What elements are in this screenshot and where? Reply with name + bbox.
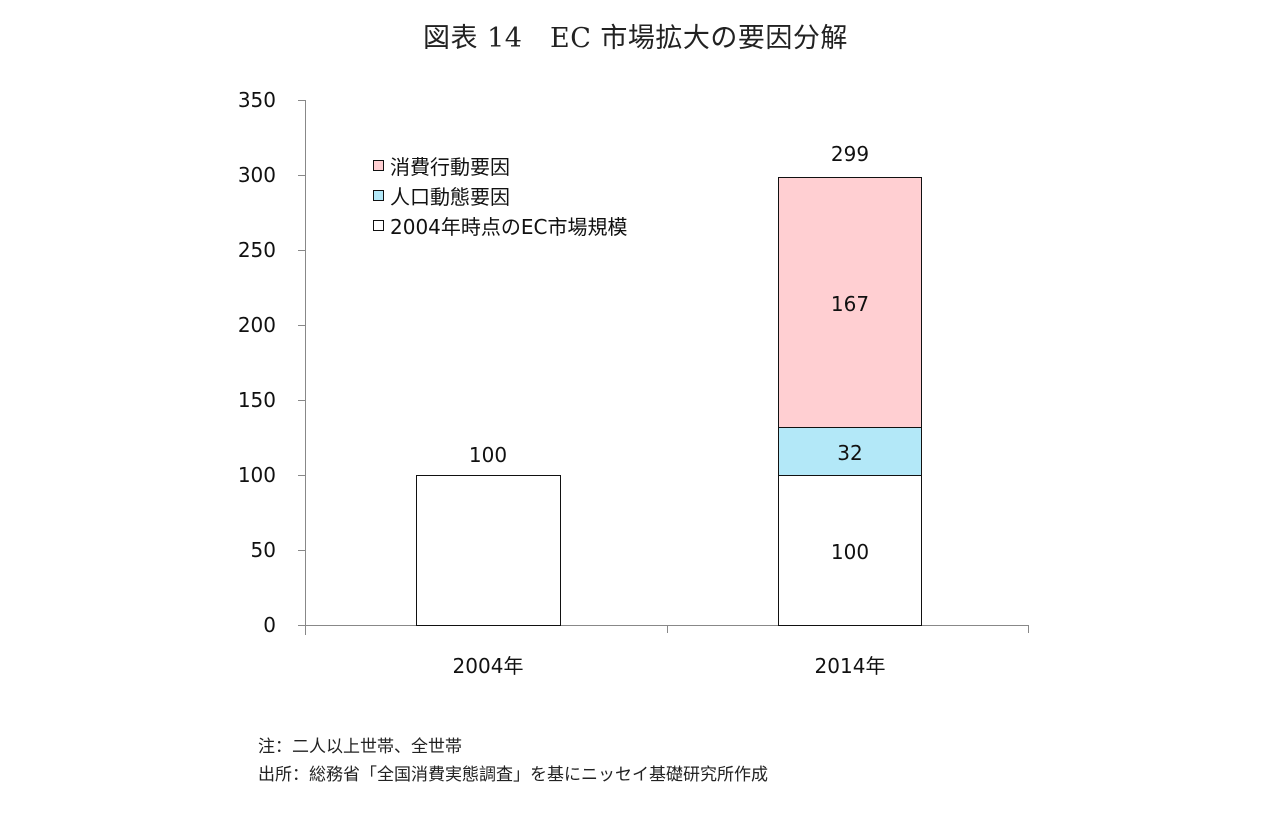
legend-item-consumption: 消費行動要因 xyxy=(373,150,628,180)
x-tick xyxy=(667,625,668,633)
bar-2004-base xyxy=(416,475,561,626)
y-tick xyxy=(298,325,305,326)
y-tick-label: 350 xyxy=(237,88,276,112)
x-tick-label: 2004年 xyxy=(452,654,524,678)
bar-2014-base-label: 100 xyxy=(830,540,870,564)
legend-swatch-pink xyxy=(373,159,384,171)
bar-2014-total-label: 299 xyxy=(830,142,870,166)
bar-2014-consume-segment xyxy=(778,177,922,429)
y-tick xyxy=(298,100,305,101)
y-tick-label: 100 xyxy=(237,463,276,487)
bar-2014-population-label: 32 xyxy=(837,441,863,465)
y-tick xyxy=(298,400,305,401)
note-text: 注：二人以上世帯、全世帯 xyxy=(258,737,462,757)
y-tick-label: 250 xyxy=(237,238,276,262)
y-tick xyxy=(298,250,305,251)
y-tick xyxy=(298,175,305,176)
legend-swatch-white xyxy=(373,219,384,231)
bar-2014-population-segment xyxy=(778,427,922,477)
stacked-bar-chart: 0 50 100 150 200 250 300 350 100 167 32 … xyxy=(237,88,1029,678)
x-axis xyxy=(298,625,1029,626)
legend: 消費行動要因 人口動態要因 2004年時点のEC市場規模 xyxy=(373,150,628,240)
y-tick xyxy=(298,550,305,551)
x-tick xyxy=(1028,625,1029,633)
legend-label: 人口動態要因 xyxy=(390,184,510,209)
bar-2004-total-label: 100 xyxy=(468,443,508,467)
bar-2014-base-segment xyxy=(778,475,922,626)
y-tick-label: 0 xyxy=(263,613,276,637)
y-tick xyxy=(298,475,305,476)
legend-item-base: 2004年時点のEC市場規模 xyxy=(373,210,628,240)
y-tick-label: 200 xyxy=(237,313,276,337)
chart-title: 図表 14 EC 市場拡大の要因分解 xyxy=(423,23,848,54)
notes: 注：二人以上世帯、全世帯 出所：総務省「全国消費実態調査」を基にニッセイ基礎研究… xyxy=(258,733,768,789)
x-tick-label: 2014年 xyxy=(814,654,886,678)
legend-swatch-blue xyxy=(373,189,384,201)
source-text: 出所：総務省「全国消費実態調査」を基にニッセイ基礎研究所作成 xyxy=(258,765,768,785)
y-tick-label: 150 xyxy=(237,388,276,412)
legend-item-population: 人口動態要因 xyxy=(373,180,628,210)
bar-2014-consume-label: 167 xyxy=(830,292,870,316)
y-tick-label: 300 xyxy=(237,163,276,187)
y-axis xyxy=(305,100,306,635)
legend-label: 2004年時点のEC市場規模 xyxy=(390,214,628,239)
y-tick-label: 50 xyxy=(250,538,276,562)
legend-label: 消費行動要因 xyxy=(390,154,510,179)
